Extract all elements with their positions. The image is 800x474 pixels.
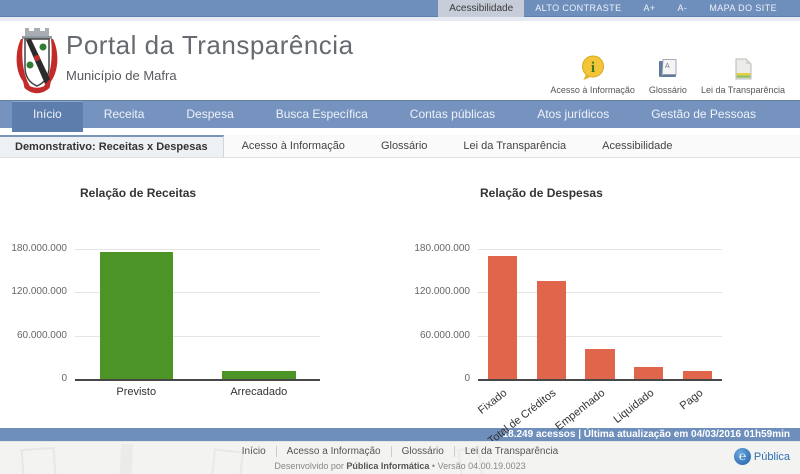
topbar-item-acessibilidade[interactable]: Acessibilidade bbox=[438, 0, 525, 17]
chart-bar-total-de-creditos bbox=[536, 280, 566, 379]
nav-item-busca-especifica[interactable]: Busca Específica bbox=[275, 107, 368, 121]
access-count-and-update: 18.249 acessos | Última atualização em 0… bbox=[502, 429, 790, 440]
gridline bbox=[75, 249, 320, 250]
quick-link-label: Lei da Transparência bbox=[700, 85, 785, 95]
nav-item-contas-publicas[interactable]: Contas públicas bbox=[409, 107, 496, 121]
despesas-bar-chart: Relação de Despesas 180.000.000 120.000.0… bbox=[414, 186, 800, 447]
x-axis-category-label: Previsto bbox=[116, 386, 157, 398]
content-area: Relação de Receitas 180.000.000 120.000.0… bbox=[0, 158, 800, 447]
header-quick-links: i Acesso à Informação A Glossário bbox=[543, 54, 792, 95]
gridline bbox=[75, 335, 320, 337]
x-axis-category-label: Arrecadado bbox=[230, 386, 288, 398]
chart-bar-liquidado bbox=[634, 367, 664, 379]
topbar-item-font-increase[interactable]: A+ bbox=[643, 3, 656, 13]
municipal-crest-logo bbox=[16, 28, 58, 94]
topbar-item-font-decrease[interactable]: A- bbox=[677, 3, 688, 13]
quick-link-lei-transparencia[interactable]: Lei da Transparência bbox=[694, 54, 792, 95]
glossary-book-icon: A bbox=[655, 54, 681, 82]
topbar-item-alto-contraste[interactable]: ALTO CONTRASTE bbox=[535, 3, 622, 13]
topbar-item-mapa-do-site[interactable]: MAPA DO SITE bbox=[709, 3, 777, 13]
nav-item-gestao-de-pessoas[interactable]: Gestão de Pessoas bbox=[651, 107, 756, 121]
topbar-divider bbox=[0, 17, 800, 21]
y-axis-tick-label: 180.000.000 bbox=[11, 243, 67, 254]
y-axis-tick-label: 180.000.000 bbox=[414, 243, 470, 254]
publica-logo-icon: ℮ bbox=[733, 448, 751, 465]
quick-link-acesso-informacao[interactable]: i Acesso à Informação bbox=[543, 54, 642, 95]
footer-link-acesso-informacao[interactable]: Acesso a Informação bbox=[276, 446, 392, 457]
chart-title-receitas: Relação de Receitas bbox=[80, 186, 197, 200]
y-axis-tick-label: 0 bbox=[464, 373, 470, 384]
svg-text:i: i bbox=[591, 60, 595, 76]
y-axis-tick-label: 60.000.000 bbox=[16, 329, 67, 341]
gridline bbox=[478, 292, 722, 294]
chart-bar-arrecadado bbox=[222, 370, 296, 379]
footer-link-lei-transparencia[interactable]: Lei da Transparência bbox=[464, 446, 559, 457]
despesas-chart-plot: 180.000.000 120.000.000 60.000.000 0 Fixado T… bbox=[414, 243, 722, 447]
chart-bar-empenhado bbox=[585, 348, 615, 379]
footer: Início Acesso a Informação Glossário Lei da… bbox=[0, 441, 800, 474]
gridline bbox=[478, 335, 722, 337]
chart-title-despesas: Relação de Despesas bbox=[480, 186, 603, 200]
publica-logo[interactable]: ℮ Pública bbox=[733, 448, 790, 465]
y-axis-tick-label: 0 bbox=[61, 373, 67, 384]
svg-text:A: A bbox=[665, 63, 670, 70]
nav-item-atos-juridicos[interactable]: Atos jurídicos bbox=[537, 107, 610, 121]
tab-acesso-informacao[interactable]: Acesso à Informação bbox=[241, 140, 345, 152]
chart-bar-previsto bbox=[99, 251, 173, 379]
developer-credits: Desenvolvido por Pública Informática • V… bbox=[274, 461, 526, 471]
tab-bar: Demonstrativo: Receitas x Despesas Acess… bbox=[0, 135, 800, 158]
chart-bar-pago bbox=[682, 371, 713, 379]
quick-link-glossario[interactable]: A Glossário bbox=[642, 54, 694, 95]
nav-item-despesa[interactable]: Despesa bbox=[186, 107, 234, 121]
footer-link-inicio[interactable]: Início bbox=[231, 446, 277, 457]
y-axis-tick-label: 120.000.000 bbox=[11, 286, 67, 298]
receitas-chart-plot: 180.000.000 120.000.000 60.000.000 0 Previst… bbox=[11, 243, 320, 398]
nav-item-inicio[interactable]: Início bbox=[12, 101, 83, 132]
main-nav: Início Receita Despesa Busca Específica … bbox=[0, 100, 800, 132]
tab-acessibilidade[interactable]: Acessibilidade bbox=[602, 140, 673, 152]
tab-lei-transparencia[interactable]: Lei da Transparência bbox=[463, 140, 567, 152]
receitas-bar-chart: Relação de Receitas 180.000.000 120.000.0… bbox=[11, 186, 400, 398]
quick-link-label: Glossário bbox=[648, 85, 687, 95]
page-subtitle: Município de Mafra bbox=[66, 68, 177, 83]
nav-item-receita[interactable]: Receita bbox=[103, 107, 145, 121]
tab-demonstrativo-receitas-despesas[interactable]: Demonstrativo: Receitas x Despesas bbox=[0, 135, 224, 157]
stats-bar: 18.249 acessos | Última atualização em 0… bbox=[0, 428, 800, 441]
chart-bar-fixado bbox=[487, 255, 518, 379]
gridline bbox=[478, 249, 722, 250]
footer-link-glossario[interactable]: Glossário bbox=[391, 446, 455, 457]
y-axis-tick-label: 120.000.000 bbox=[414, 286, 470, 298]
accessibility-bar: Acessibilidade ALTO CONTRASTE A+ A- MAPA… bbox=[0, 0, 800, 17]
page-title: Portal da Transparência bbox=[66, 30, 354, 60]
site-header: Portal da Transparência Município de Maf… bbox=[0, 21, 800, 100]
gridline bbox=[75, 292, 320, 294]
y-axis-tick-label: 60.000.000 bbox=[419, 329, 470, 341]
publica-logo-text: Pública bbox=[753, 450, 790, 463]
footer-links: Início Acesso a Informação Glossário Lei da… bbox=[0, 446, 800, 457]
quick-link-label: Acesso à Informação bbox=[550, 85, 635, 95]
law-document-icon bbox=[730, 54, 756, 82]
info-balloon-icon: i bbox=[580, 54, 606, 82]
tab-glossario[interactable]: Glossário bbox=[380, 140, 428, 152]
developer-name: Pública Informática bbox=[346, 461, 430, 471]
